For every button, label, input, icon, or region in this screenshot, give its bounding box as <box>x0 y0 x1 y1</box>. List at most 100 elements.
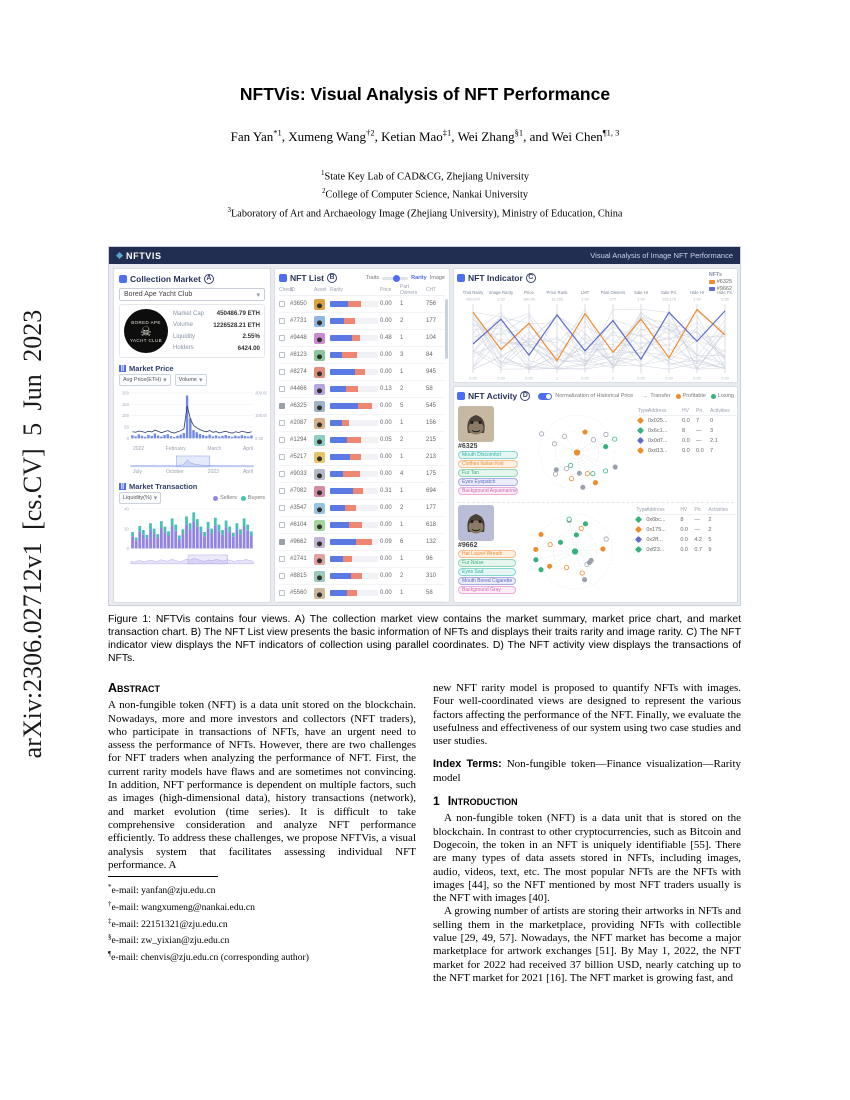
nft-price: 0.00 <box>380 522 392 528</box>
row-checkbox[interactable] <box>279 556 285 562</box>
cell: 0xf23... <box>646 547 665 553</box>
table-row[interactable]: 0x175... 0.0 — 2 <box>635 525 736 535</box>
parallel-coordinates[interactable]: Trait Rarity 490,070 0.00 Image Rarity 1.00 0… <box>457 286 736 382</box>
price-metric-select[interactable]: Avg Price(ETH) ▾ <box>119 374 171 386</box>
nft-card: #6325 Mouth Discomfort Clothes Italian Kni… <box>457 404 520 502</box>
legend-item: Buyers <box>240 495 265 501</box>
nft-list-row[interactable]: #9448 0.48 1 104 <box>279 330 445 347</box>
row-checkbox[interactable] <box>279 539 285 545</box>
nft-list-row[interactable]: #8274 0.00 1 945 <box>279 364 445 381</box>
trait-tag[interactable]: Eyes Eyepatch <box>458 478 518 486</box>
affiliations: 1State Key Lab of CAD&CG, Zhejiang Unive… <box>0 166 850 221</box>
normalization-toggle[interactable] <box>538 392 553 400</box>
row-checkbox[interactable] <box>279 301 285 307</box>
nft-list-row[interactable]: #9662 0.09 6 132 <box>279 534 445 551</box>
footnote-line: *e-mail: yanfan@zju.edu.cn <box>108 883 216 897</box>
transaction-graph[interactable] <box>520 404 638 502</box>
column-header: Type <box>636 506 648 513</box>
nft-list-row[interactable]: #1294 0.05 2 215 <box>279 432 445 449</box>
nft-list-row[interactable]: #3650 0.00 1 756 <box>279 296 445 313</box>
nft-list-row[interactable]: #7082 0.31 1 694 <box>279 483 445 500</box>
row-checkbox[interactable] <box>279 420 285 426</box>
slider-knob[interactable] <box>393 274 401 282</box>
row-checkbox[interactable] <box>279 590 285 596</box>
row-checkbox[interactable] <box>279 505 285 511</box>
row-checkbox[interactable] <box>279 369 285 375</box>
right-column: new NFT rarity model is proposed to quan… <box>433 682 741 985</box>
row-checkbox[interactable] <box>279 437 285 443</box>
nft-list-row[interactable]: #8815 0.00 2 310 <box>279 568 445 585</box>
row-checkbox[interactable] <box>279 488 285 494</box>
nft-list-row[interactable]: #4466 0.13 2 58 <box>279 381 445 398</box>
skull-icon: ☠ <box>139 323 153 339</box>
switch-option-rarity[interactable]: Rarity <box>411 275 427 281</box>
table-row[interactable]: 0xf23... 0.0 0.7 9 <box>635 545 736 555</box>
nft-list-row[interactable]: #6104 0.00 1 618 <box>279 517 445 534</box>
trait-tag[interactable]: Mouth Bored Cigarette <box>458 577 517 585</box>
switch-option-image[interactable]: Image <box>429 275 445 281</box>
table-row[interactable]: 0x0d7... 0.0 — 2.1 <box>636 436 737 446</box>
nft-id: #3650 <box>290 301 307 307</box>
collection-select[interactable]: Bored Ape Yacht Club ▾ <box>119 288 265 301</box>
trait-tag[interactable]: Background Aquamarine <box>458 487 518 495</box>
liquidity-metric-select[interactable]: Liquidity(%) ▾ <box>119 492 162 504</box>
nft-list-row[interactable]: #3547 0.00 2 177 <box>279 500 445 517</box>
svg-text:Image Rarity: Image Rarity <box>489 290 514 295</box>
trait-tag[interactable]: Clothes Italian Knit <box>458 460 518 468</box>
nft-thumbnail <box>314 451 325 463</box>
row-checkbox[interactable] <box>279 471 285 477</box>
table-row[interactable]: 0x025... 0.0 7 0 <box>636 416 737 426</box>
abstract-heading: Abstract <box>108 681 161 695</box>
trait-tag[interactable]: Mouth Discomfort <box>458 451 518 459</box>
nft-id: #9448 <box>290 335 307 341</box>
nft-cht: 618 <box>426 522 437 528</box>
table-row[interactable]: 0x6bc... 8 — 2 <box>635 515 736 525</box>
row-checkbox[interactable] <box>279 352 285 358</box>
legend-item[interactable]: #6325 <box>708 279 732 285</box>
trait-tag[interactable]: Fur Tan <box>458 469 518 477</box>
market-price-brush[interactable] <box>119 455 267 469</box>
nft-list-panel: NFT List B Traits Rarity Image Check ID As… <box>274 268 450 603</box>
row-checkbox[interactable] <box>279 403 285 409</box>
nft-list-row[interactable]: #2087 0.00 1 156 <box>279 415 445 432</box>
abstract-column: Abstract A non-fungible token (NFT) is a… <box>108 681 416 872</box>
trait-tag[interactable]: Eyes Sad <box>458 568 517 576</box>
nft-list-row[interactable]: #6325 0.00 5 545 <box>279 398 445 415</box>
switch-option-traits[interactable]: Traits <box>365 275 380 281</box>
row-checkbox[interactable] <box>279 573 285 579</box>
nft-list-row[interactable]: #5560 0.00 1 58 <box>279 585 445 602</box>
trait-tag[interactable]: Background Gray <box>458 586 517 594</box>
nft-list-row[interactable]: #7731 0.00 2 177 <box>279 313 445 330</box>
nft-list-row[interactable]: #2741 0.00 1 96 <box>279 551 445 568</box>
market-transaction-chart[interactable]: 40 20 0 <box>119 505 267 552</box>
nft-owners: 1 <box>400 454 404 460</box>
table-row[interactable]: 0xd13... 0.0 0.0 7 <box>636 446 737 456</box>
rarity-mode-switch[interactable]: Traits Rarity Image <box>365 274 445 282</box>
column-header: Price <box>380 286 392 293</box>
slider-track[interactable] <box>382 274 409 282</box>
legend-item[interactable]: #9662 <box>708 286 732 292</box>
trait-tag[interactable]: Hat Laurel Wreath <box>458 550 517 558</box>
nft-list-row[interactable]: #9033 0.00 4 175 <box>279 466 445 483</box>
scrollbar[interactable] <box>445 299 448 359</box>
row-checkbox[interactable] <box>279 386 285 392</box>
index-terms: Index Terms: Non-fungible token—Finance … <box>433 758 742 784</box>
market-price-chart[interactable]: 200 150 100 50 0 200.00 100.00 0.00 <box>119 387 267 446</box>
row-checkbox[interactable] <box>279 522 285 528</box>
nft-thumbnail <box>314 366 325 378</box>
volume-metric-select[interactable]: Volume ▾ <box>174 374 207 386</box>
trait-tag[interactable]: Fur Noise <box>458 559 517 567</box>
panel-icon <box>279 274 287 282</box>
nft-list-row[interactable]: #5217 0.00 1 213 <box>279 449 445 466</box>
column-header: Pri. <box>694 506 702 513</box>
svg-text:0.95: 0.95 <box>721 298 728 302</box>
nft-list-row[interactable]: #8123 0.00 3 84 <box>279 347 445 364</box>
table-row[interactable]: 0x6c1... 8 — 3 <box>636 426 737 436</box>
market-transaction-brush[interactable] <box>119 554 267 566</box>
table-row[interactable]: 0x2ff... 0.0 4.2 5 <box>635 535 736 545</box>
market-price-title: Market Price <box>129 363 174 373</box>
row-checkbox[interactable] <box>279 318 285 324</box>
row-checkbox[interactable] <box>279 335 285 341</box>
transaction-graph[interactable] <box>518 503 636 602</box>
row-checkbox[interactable] <box>279 454 285 460</box>
